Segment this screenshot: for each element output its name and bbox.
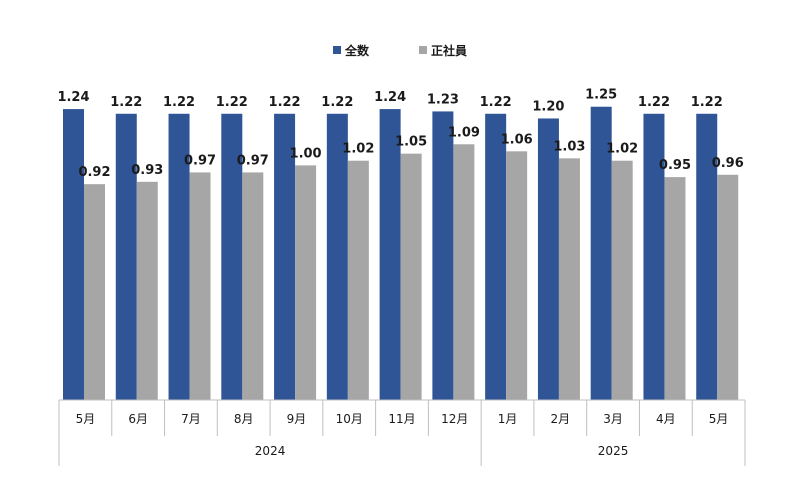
bar-regular-6 — [400, 153, 422, 400]
x-tick-label-6: 11月 — [388, 412, 415, 426]
value-label-1-5: 1.02 — [342, 142, 374, 157]
value-label-0-2: 1.22 — [163, 95, 195, 110]
value-label-1-2: 0.97 — [184, 153, 216, 168]
bar-regular-12 — [717, 174, 739, 400]
value-label-0-12: 1.22 — [691, 95, 723, 110]
bar-regular-9 — [558, 158, 580, 400]
legend-label-1: 正社員 — [431, 43, 467, 58]
value-label-0-1: 1.22 — [110, 95, 142, 110]
legend: 全数 正社員 — [333, 43, 467, 58]
bar-regular-0 — [84, 184, 105, 400]
value-label-0-7: 1.23 — [427, 92, 459, 107]
bar-total-0 — [63, 109, 84, 401]
bar-regular-7 — [453, 144, 475, 400]
value-label-1-12: 0.96 — [712, 156, 744, 171]
x-tick-label-7: 12月 — [441, 412, 468, 426]
bar-regular-3 — [242, 172, 264, 400]
value-label-1-0: 0.92 — [78, 165, 110, 180]
x-axis: 5月 6月 7月 8月 9月 10月 11月 12月 1月 2月 3月 4月 5月 2024 2025 — [58, 399, 746, 466]
bar-regular-1 — [136, 181, 158, 400]
x-tick-label-1: 6月 — [128, 412, 148, 426]
value-label-0-8: 1.22 — [480, 95, 512, 110]
bar-regular-8 — [506, 151, 528, 400]
bar-total-4 — [274, 113, 296, 401]
value-label-0-6: 1.24 — [374, 90, 406, 105]
value-label-0-3: 1.22 — [216, 95, 248, 110]
x-tick-label-2: 7月 — [181, 412, 201, 426]
bar-total-8 — [485, 113, 507, 401]
bar-total-11 — [643, 113, 665, 401]
x-tick-label-8: 1月 — [498, 412, 518, 426]
value-label-1-10: 1.02 — [606, 142, 638, 157]
bar-regular-4 — [295, 165, 317, 400]
x-tick-label-10: 3月 — [603, 412, 623, 426]
value-label-1-7: 1.09 — [448, 125, 480, 140]
value-label-1-1: 0.93 — [131, 163, 163, 178]
legend-label-0: 全数 — [344, 43, 370, 58]
value-label-0-0: 1.24 — [57, 90, 89, 105]
year-label-1: 2025 — [598, 444, 629, 458]
value-label-0-4: 1.22 — [269, 95, 301, 110]
year-label-0: 2024 — [255, 444, 286, 458]
bar-regular-5 — [347, 160, 369, 400]
value-label-1-6: 1.05 — [395, 135, 427, 150]
bar-regular-2 — [189, 172, 211, 400]
value-label-1-3: 0.97 — [237, 153, 269, 168]
value-label-0-10: 1.25 — [585, 88, 617, 103]
bar-total-2 — [168, 113, 190, 401]
bar-total-7 — [432, 111, 454, 400]
value-labels-layer: 1.24 0.92 1.22 0.93 1.22 0.97 1.22 0.97 1.22 1.00… — [57, 88, 743, 180]
x-tick-label-12: 5月 — [709, 412, 729, 426]
bar-total-3 — [221, 113, 243, 401]
value-label-1-9: 1.03 — [553, 139, 585, 154]
legend-swatch-0 — [333, 46, 341, 54]
bar-regular-10 — [611, 160, 633, 400]
value-label-1-4: 1.00 — [290, 146, 322, 161]
bar-total-12 — [696, 113, 718, 401]
x-tick-label-0: 5月 — [76, 412, 96, 426]
bar-total-10 — [590, 106, 612, 400]
x-tick-label-3: 8月 — [234, 412, 254, 426]
value-label-1-11: 0.95 — [659, 158, 691, 173]
x-tick-label-5: 10月 — [336, 412, 363, 426]
bar-total-9 — [537, 118, 559, 400]
bar-regular-11 — [664, 177, 686, 400]
legend-swatch-1 — [419, 46, 427, 54]
value-label-1-8: 1.06 — [501, 132, 533, 147]
value-label-0-11: 1.22 — [638, 95, 670, 110]
x-tick-label-11: 4月 — [656, 412, 676, 426]
value-label-0-9: 1.20 — [532, 99, 564, 114]
bar-total-1 — [115, 113, 137, 401]
bar-total-6 — [379, 109, 401, 401]
bars-layer — [63, 106, 739, 401]
x-tick-label-4: 9月 — [287, 412, 307, 426]
x-tick-label-9: 2月 — [550, 412, 570, 426]
bar-total-5 — [326, 113, 348, 401]
value-label-0-5: 1.22 — [321, 95, 353, 110]
